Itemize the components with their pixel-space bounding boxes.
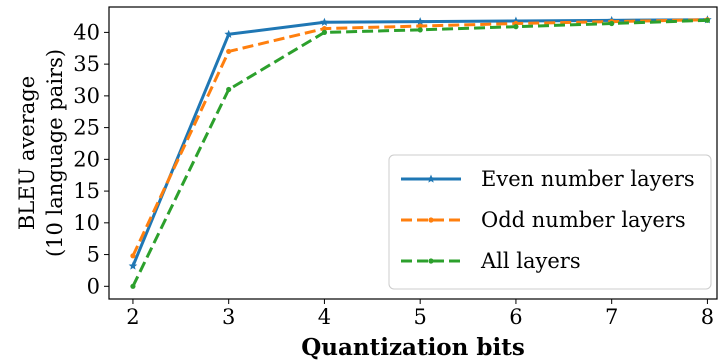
series-point-3 xyxy=(704,17,711,23)
y-axis-label: BLEU average (10 language pairs) xyxy=(15,49,67,257)
y-axis-label-line2: (10 language pairs) xyxy=(43,49,67,257)
y-tick-label: 10 xyxy=(73,211,100,235)
series-point-3 xyxy=(321,29,328,35)
series-point-2 xyxy=(226,48,232,55)
y-tick-label: 15 xyxy=(73,179,100,203)
y-tick-label: 35 xyxy=(73,52,100,76)
series-point-3 xyxy=(130,283,136,289)
x-tick-label: 2 xyxy=(126,305,139,329)
series-point-1 xyxy=(320,17,329,26)
y-tick-label: 30 xyxy=(73,84,100,108)
y-tick-label: 5 xyxy=(87,243,100,267)
legend-label-3: All layers xyxy=(480,249,581,273)
legend-label-1: Even number layers xyxy=(481,167,695,191)
x-tick-label: 5 xyxy=(413,305,426,329)
y-axis-label-line1: BLEU average xyxy=(15,76,39,230)
legend-marker-3 xyxy=(428,258,434,264)
x-tick-label: 7 xyxy=(605,305,618,329)
plot-area: 2 3 4 5 6 7 8 0 5 10 15 20 25 30 35 40 Even number layer… xyxy=(73,6,718,329)
series-point-2 xyxy=(417,23,423,29)
x-tick-label: 4 xyxy=(318,305,331,329)
series-point-3 xyxy=(417,27,423,33)
legend-marker-1 xyxy=(426,174,436,183)
y-tick-label: 20 xyxy=(73,147,100,171)
legend-box xyxy=(388,154,712,290)
y-tick-label: 25 xyxy=(73,116,100,140)
legend-label-2: Odd number layers xyxy=(481,208,686,232)
series-point-1 xyxy=(224,29,233,38)
axes-frame xyxy=(108,6,718,300)
x-tick-label: 8 xyxy=(701,305,714,329)
series-point-2 xyxy=(130,253,136,259)
y-tick-label: 0 xyxy=(87,274,100,298)
series-point-3 xyxy=(226,86,232,93)
x-axis-label: Quantization bits xyxy=(301,334,525,361)
series-point-3 xyxy=(609,20,615,27)
series-point-1 xyxy=(415,17,425,26)
series-point-2 xyxy=(321,25,328,32)
series-point-3 xyxy=(513,24,519,30)
series-point-1 xyxy=(128,261,138,270)
x-tick-label: 3 xyxy=(222,305,235,329)
y-tick-label: 40 xyxy=(73,20,100,44)
x-tick-label: 6 xyxy=(509,305,522,329)
legend-marker-2 xyxy=(428,217,434,223)
